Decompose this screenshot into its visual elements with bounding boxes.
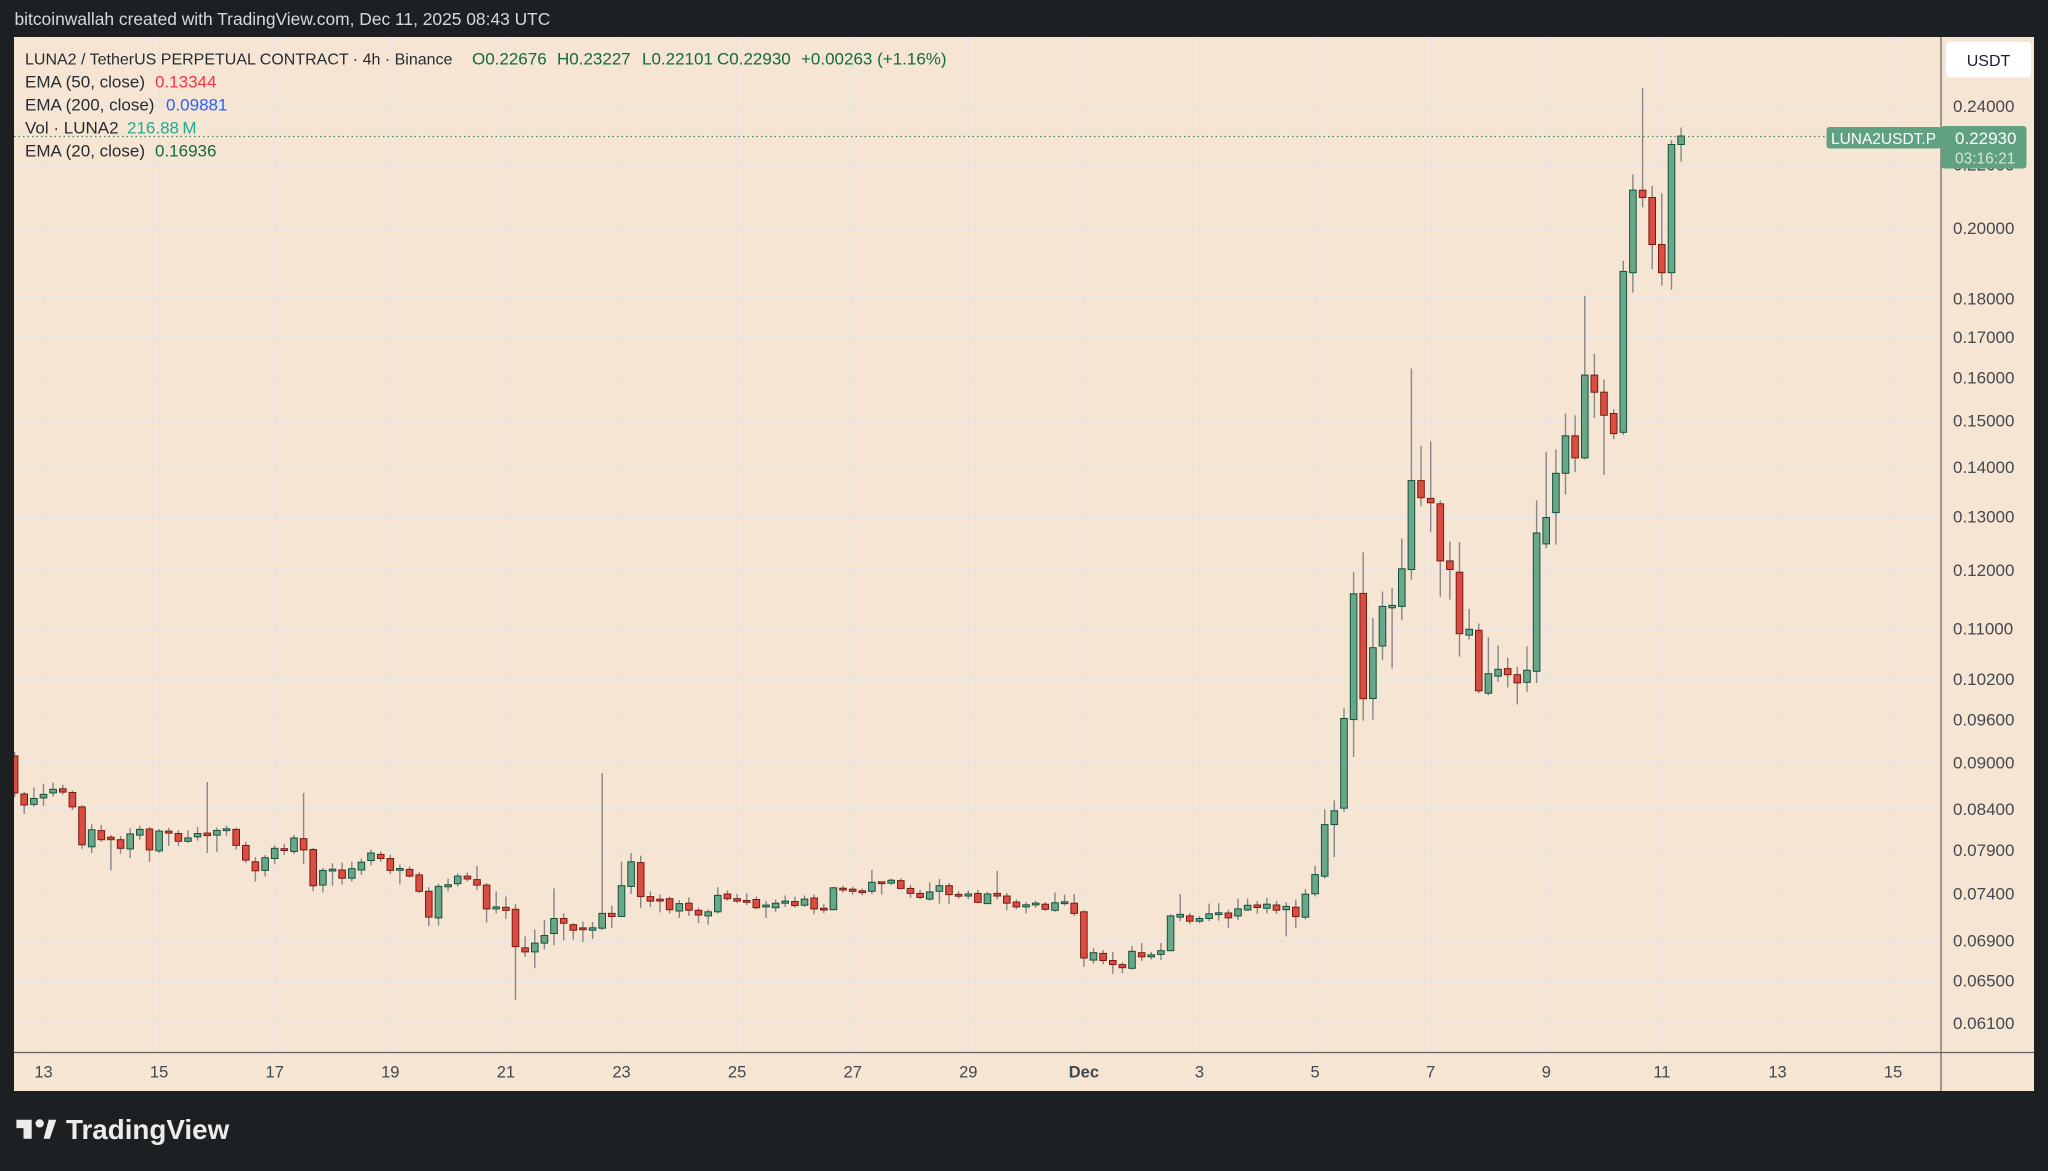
svg-text:C0.22930: C0.22930 <box>717 50 791 69</box>
svg-text:EMA (200, close): EMA (200, close) <box>25 96 154 115</box>
svg-text:0.12000: 0.12000 <box>1953 561 2014 580</box>
svg-text:0.20000: 0.20000 <box>1953 219 2014 238</box>
svg-text:Dec: Dec <box>1069 1064 1099 1082</box>
svg-text:5: 5 <box>1311 1064 1320 1082</box>
svg-text:USDT: USDT <box>1967 53 2011 70</box>
svg-text:27: 27 <box>844 1064 862 1082</box>
svg-text:23: 23 <box>612 1064 630 1082</box>
svg-text:216.88 M: 216.88 M <box>127 119 197 138</box>
svg-text:3: 3 <box>1195 1064 1204 1082</box>
svg-text:0.13000: 0.13000 <box>1953 508 2014 527</box>
svg-text:0.06500: 0.06500 <box>1953 972 2014 991</box>
svg-text:0.07900: 0.07900 <box>1953 841 2014 860</box>
svg-text:25: 25 <box>728 1064 746 1082</box>
svg-text:29: 29 <box>959 1064 977 1082</box>
svg-text:03:16:21: 03:16:21 <box>1955 151 2015 168</box>
svg-text:0.16000: 0.16000 <box>1953 369 2014 388</box>
svg-text:0.08400: 0.08400 <box>1953 800 2014 819</box>
svg-text:13: 13 <box>34 1064 52 1082</box>
svg-text:0.10200: 0.10200 <box>1953 670 2014 689</box>
svg-text:EMA (20, close): EMA (20, close) <box>25 142 145 161</box>
svg-text:O0.22676: O0.22676 <box>472 50 547 69</box>
svg-text:0.06900: 0.06900 <box>1953 932 2014 951</box>
svg-text:9: 9 <box>1542 1064 1551 1082</box>
svg-text:17: 17 <box>266 1064 284 1082</box>
svg-text:LUNA2 / TetherUS PERPETUAL CON: LUNA2 / TetherUS PERPETUAL CONTRACT · 4h… <box>25 52 453 69</box>
svg-text:0.15000: 0.15000 <box>1953 412 2014 431</box>
svg-text:13: 13 <box>1768 1064 1786 1082</box>
svg-text:11: 11 <box>1653 1064 1670 1082</box>
svg-text:0.09000: 0.09000 <box>1953 754 2014 773</box>
svg-text:0.18000: 0.18000 <box>1953 290 2014 309</box>
svg-text:L0.22101: L0.22101 <box>642 50 713 69</box>
svg-text:0.22930: 0.22930 <box>1955 129 2016 148</box>
svg-text:EMA (50, close): EMA (50, close) <box>25 73 145 92</box>
svg-text:0.09881: 0.09881 <box>166 96 227 115</box>
svg-text:H0.23227: H0.23227 <box>557 50 631 69</box>
svg-text:0.16936: 0.16936 <box>155 142 216 161</box>
svg-text:0.09600: 0.09600 <box>1953 711 2014 730</box>
svg-text:0.07400: 0.07400 <box>1953 885 2014 904</box>
svg-text:21: 21 <box>497 1064 515 1082</box>
svg-text:TradingView: TradingView <box>66 1114 230 1145</box>
svg-text:0.13344: 0.13344 <box>155 73 216 92</box>
svg-text:15: 15 <box>1884 1064 1902 1082</box>
svg-text:0.06100: 0.06100 <box>1953 1014 2014 1033</box>
svg-text:Vol · LUNA2: Vol · LUNA2 <box>25 119 119 138</box>
svg-text:0.11000: 0.11000 <box>1953 619 2013 638</box>
svg-text:19: 19 <box>381 1064 399 1082</box>
svg-text:7: 7 <box>1426 1064 1435 1082</box>
svg-text:15: 15 <box>150 1064 168 1082</box>
svg-text:LUNA2USDT.P: LUNA2USDT.P <box>1831 131 1936 148</box>
svg-text:0.24000: 0.24000 <box>1953 97 2014 116</box>
svg-text:+0.00263 (+1.16%): +0.00263 (+1.16%) <box>801 50 947 69</box>
svg-text:0.17000: 0.17000 <box>1953 328 2014 347</box>
svg-text:0.14000: 0.14000 <box>1953 458 2014 477</box>
